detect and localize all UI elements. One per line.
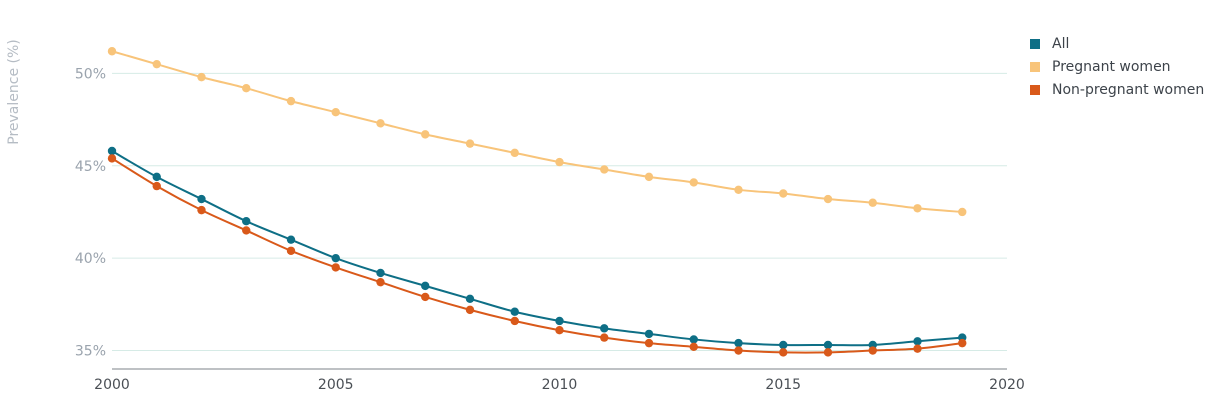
legend: All Pregnant women Non-pregnant women bbox=[1030, 32, 1204, 101]
data-point bbox=[913, 344, 922, 353]
data-point bbox=[913, 337, 922, 346]
y-axis: 35% 40% 45% 50% bbox=[75, 66, 106, 359]
legend-swatch bbox=[1030, 38, 1040, 49]
data-point bbox=[242, 84, 251, 93]
data-point bbox=[376, 268, 385, 278]
data-point bbox=[197, 72, 206, 82]
data-point bbox=[465, 305, 475, 315]
y-tick-label: 50% bbox=[75, 66, 106, 82]
data-point bbox=[107, 146, 117, 156]
data-point bbox=[421, 292, 430, 302]
data-point bbox=[779, 348, 788, 357]
data-point bbox=[689, 335, 698, 344]
data-point bbox=[734, 346, 743, 355]
data-point bbox=[286, 235, 296, 244]
x-tick-label: 2000 bbox=[94, 377, 130, 393]
data-point bbox=[823, 194, 833, 204]
series-line bbox=[111, 150, 963, 347]
data-point bbox=[510, 316, 519, 326]
series-lines bbox=[107, 47, 967, 357]
legend-swatch bbox=[1030, 61, 1040, 72]
data-point bbox=[600, 324, 609, 333]
data-point bbox=[958, 338, 967, 348]
data-point bbox=[197, 194, 206, 204]
data-point bbox=[734, 185, 743, 195]
data-point bbox=[734, 338, 743, 348]
data-point bbox=[644, 338, 654, 348]
data-point bbox=[510, 307, 519, 316]
data-point bbox=[779, 340, 788, 350]
data-point bbox=[913, 204, 922, 213]
data-point bbox=[689, 178, 698, 187]
x-tick-label: 2020 bbox=[989, 377, 1025, 393]
x-tick-label: 2015 bbox=[765, 377, 801, 393]
data-point bbox=[465, 294, 475, 303]
data-point bbox=[286, 246, 296, 255]
series-pregnant-women bbox=[107, 47, 967, 217]
y-tick-label: 35% bbox=[75, 344, 106, 360]
legend-item: Non-pregnant women bbox=[1030, 78, 1204, 101]
y-tick-label: 40% bbox=[75, 251, 106, 267]
x-tick-label: 2010 bbox=[542, 377, 578, 393]
data-point bbox=[421, 130, 430, 139]
series-line bbox=[111, 157, 963, 354]
data-point bbox=[644, 329, 654, 339]
data-point bbox=[331, 263, 340, 272]
data-point bbox=[376, 277, 385, 287]
series-line bbox=[111, 50, 963, 213]
data-point bbox=[242, 226, 251, 235]
legend-label: All bbox=[1052, 35, 1070, 52]
x-tick-label: 2005 bbox=[318, 377, 354, 393]
legend-item: All bbox=[1030, 32, 1204, 55]
data-point bbox=[242, 217, 251, 226]
legend-item: Pregnant women bbox=[1030, 55, 1204, 78]
data-point bbox=[152, 59, 161, 69]
data-point bbox=[779, 189, 788, 198]
y-axis-label: Prevalence (%) bbox=[6, 39, 22, 145]
data-point bbox=[823, 340, 833, 350]
data-point bbox=[197, 205, 206, 215]
grid-lines bbox=[112, 72, 1007, 352]
data-point bbox=[331, 108, 340, 117]
data-point bbox=[286, 96, 296, 106]
data-point bbox=[421, 281, 430, 291]
data-point bbox=[868, 346, 877, 355]
data-point bbox=[555, 316, 564, 326]
data-point bbox=[465, 139, 475, 148]
data-point bbox=[644, 172, 654, 182]
data-point bbox=[823, 348, 833, 357]
data-point bbox=[868, 198, 877, 207]
x-axis: 2000 2005 2010 2015 2020 bbox=[94, 368, 1025, 393]
data-point bbox=[689, 342, 698, 352]
data-point bbox=[555, 157, 564, 167]
data-point bbox=[107, 154, 117, 163]
data-point bbox=[376, 119, 385, 128]
legend-label: Non-pregnant women bbox=[1052, 81, 1205, 98]
data-point bbox=[958, 207, 967, 217]
data-point bbox=[152, 172, 161, 182]
series-non-pregnant-women bbox=[107, 154, 967, 357]
data-point bbox=[152, 181, 161, 191]
y-tick-label: 45% bbox=[75, 159, 106, 175]
data-point bbox=[107, 47, 117, 56]
legend-label: Pregnant women bbox=[1052, 58, 1171, 75]
data-point bbox=[555, 326, 564, 335]
series-all bbox=[107, 146, 967, 350]
data-point bbox=[600, 333, 609, 342]
data-point bbox=[331, 253, 340, 263]
legend-swatch bbox=[1030, 84, 1040, 95]
data-point bbox=[600, 165, 609, 174]
data-point bbox=[510, 148, 519, 158]
